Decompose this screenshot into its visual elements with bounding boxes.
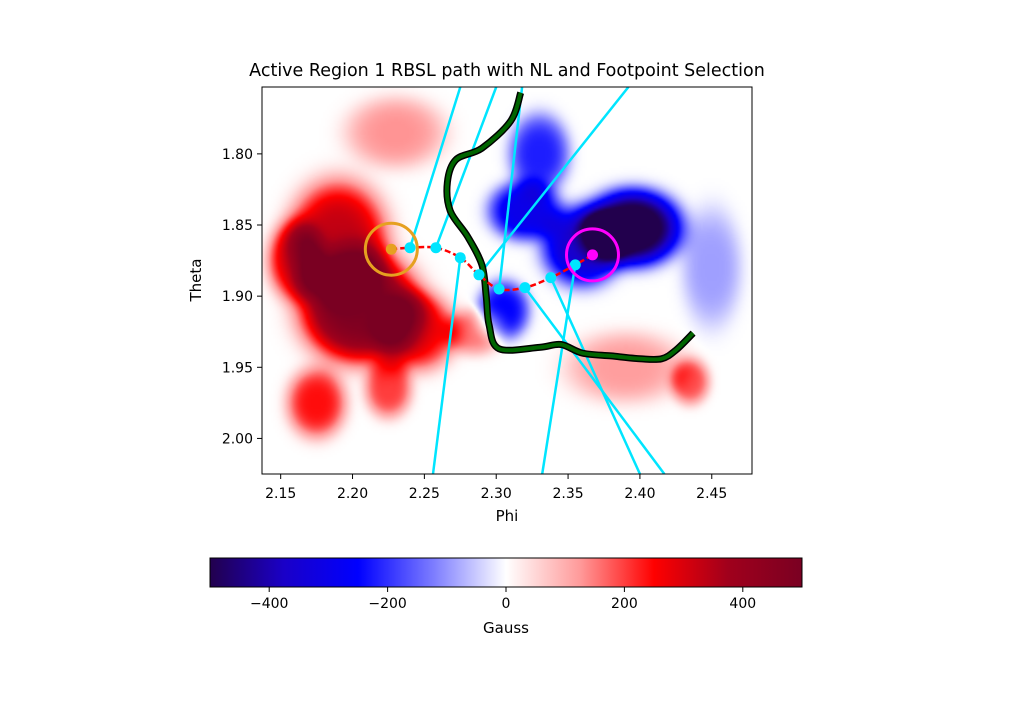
colorbar-tick-label: −200 <box>368 596 406 612</box>
colorbar-gradient <box>209 557 803 588</box>
colorbar-ticks: −400 −200 0 200 400 <box>250 587 756 612</box>
x-tick-label: 2.30 <box>481 486 512 502</box>
normal-line <box>431 257 462 474</box>
y-tick-label: 1.95 <box>222 360 253 376</box>
normal-line <box>549 277 642 474</box>
colorbar-label: Gauss <box>483 619 529 637</box>
normal-line <box>408 87 462 249</box>
colorbar-tick-label: 0 <box>502 596 511 612</box>
x-tick-label: 2.40 <box>624 486 655 502</box>
normal-line <box>540 264 577 474</box>
normal-line <box>434 87 498 249</box>
y-axis: 1.80 1.85 1.90 1.95 2.00 <box>222 147 262 447</box>
sample-point <box>493 283 505 295</box>
magnetogram-heatmap <box>262 87 752 474</box>
footpoint-positive <box>385 243 397 255</box>
x-tick-label: 2.25 <box>409 486 440 502</box>
footpoint-ring-positive <box>363 221 419 277</box>
x-tick-label: 2.45 <box>696 486 727 502</box>
x-tick-label: 2.35 <box>552 486 583 502</box>
colorbar-tick-label: 400 <box>729 596 756 612</box>
y-tick-label: 1.85 <box>222 218 253 234</box>
sample-point <box>569 259 581 271</box>
colorbar-tick-label: −400 <box>250 596 288 612</box>
y-axis-label: Theta <box>187 259 205 303</box>
normal-line <box>523 286 666 474</box>
x-axis: 2.15 2.20 2.25 2.30 2.35 2.40 2.45 <box>265 474 727 502</box>
overlay-layer <box>363 87 696 474</box>
y-tick-label: 2.00 <box>222 431 253 447</box>
x-tick-label: 2.20 <box>337 486 368 502</box>
rbsl-path <box>391 245 594 292</box>
x-axis-label: Phi <box>496 507 519 525</box>
plot-frame <box>261 86 753 475</box>
y-tick-label: 1.80 <box>222 147 253 163</box>
sample-point <box>454 252 466 264</box>
colorbar-tick-label: 200 <box>611 596 638 612</box>
sample-point <box>404 242 416 254</box>
colorbar: −400 −200 0 200 400 Gauss <box>209 557 803 637</box>
sample-point <box>545 272 557 284</box>
plot-area <box>261 86 753 475</box>
sample-point <box>519 282 531 294</box>
neutral-line <box>444 92 695 362</box>
y-tick-label: 1.90 <box>222 289 253 305</box>
sample-point <box>473 269 485 281</box>
chart-title: Active Region 1 RBSL path with NL and Fo… <box>249 61 765 81</box>
footpoint-ring-negative <box>564 227 620 283</box>
normal-line <box>497 87 524 290</box>
sample-point <box>430 242 442 254</box>
footpoint-negative <box>586 249 598 261</box>
x-tick-label: 2.15 <box>265 486 296 502</box>
